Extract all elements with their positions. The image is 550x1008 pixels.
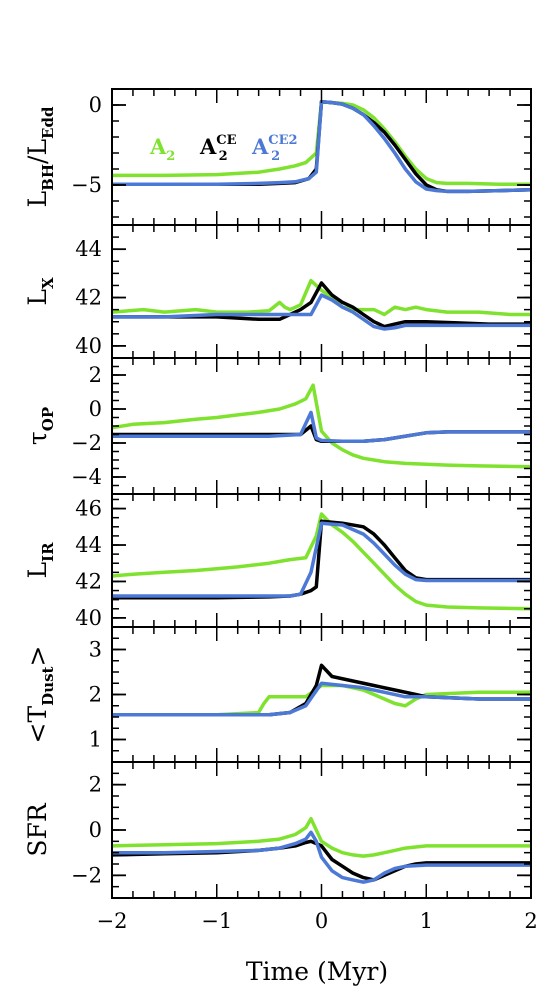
panel-4-y-tick-label: 46: [75, 497, 102, 521]
legend-entry: ACE2 2: [251, 133, 298, 164]
panel-2-y-axis-label: LX: [23, 277, 57, 306]
panel-2-y-tick-label: 44: [75, 237, 102, 261]
panel-5-y-tick-label: 3: [89, 638, 102, 662]
panel-2-y-tick-label: 40: [75, 334, 102, 358]
panel-5-y-tick-label: 1: [89, 728, 102, 752]
x-tick-label: −1: [201, 909, 232, 933]
panel-6-frame: [111, 761, 532, 899]
legend-entry: ACE 2: [199, 133, 237, 164]
x-axis-label: Time (Myr): [246, 957, 388, 986]
panel-4-y-tick-label: 42: [75, 569, 102, 593]
panel-3-y-tick-label: −4: [71, 465, 102, 489]
panel-2-series-a2ce2: [112, 293, 531, 331]
panel-4-y-axis-label: LIR: [23, 542, 57, 579]
panel-6-series-a2ce2: [112, 830, 531, 884]
panel-3-y-tick-label: −2: [71, 431, 102, 455]
panel-4-series-a2ce2: [112, 521, 531, 598]
panel-3-y-tick-label: 2: [89, 363, 102, 387]
panel-3-series-a2ce2: [112, 410, 531, 444]
panel-6-series-a2: [112, 816, 531, 858]
panel-4-y-tick-label: 44: [75, 533, 102, 557]
panel-5-y-tick-label: 2: [89, 683, 102, 707]
panel-1-series-a2: [112, 100, 531, 186]
panel-4-y-tick-label: 40: [75, 606, 102, 630]
panel-4-series-a2: [112, 512, 531, 611]
panel-5-frame: [111, 626, 532, 763]
x-tick-label: 1: [420, 909, 433, 933]
panel-3-series-a2: [112, 383, 531, 469]
panel-3-y-tick-label: 0: [89, 397, 102, 421]
panel-6-y-axis-label: SFR: [23, 802, 52, 856]
x-tick-label: 0: [315, 909, 328, 933]
panel-2-y-tick-label: 42: [75, 286, 102, 310]
panel-5-y-axis-label: <TDust>: [23, 646, 57, 744]
panel-4-series-a2ce: [112, 519, 531, 600]
panel-1-series-a2ce2: [112, 100, 531, 194]
panel-2-series-a2ce: [112, 281, 531, 329]
panel-6-y-tick-label: −2: [71, 863, 102, 887]
panel-1-y-tick-label: −5: [71, 173, 102, 197]
x-tick-label: −2: [97, 909, 128, 933]
panel-1-y-axis-label: LBH/LEdd: [23, 106, 57, 207]
panel-2-series-a2: [112, 278, 531, 317]
panel-1-y-tick-label: 0: [89, 93, 102, 117]
x-tick-label: 2: [524, 909, 537, 933]
panel-5-series-a2ce: [112, 663, 531, 717]
legend-entry: A2: [149, 134, 175, 164]
panel-6-y-tick-label: 2: [89, 773, 102, 797]
panel-6-y-tick-label: 0: [89, 818, 102, 842]
panel-5-series-a2ce2: [112, 681, 531, 717]
panel-3-y-axis-label: τOP: [23, 407, 57, 445]
